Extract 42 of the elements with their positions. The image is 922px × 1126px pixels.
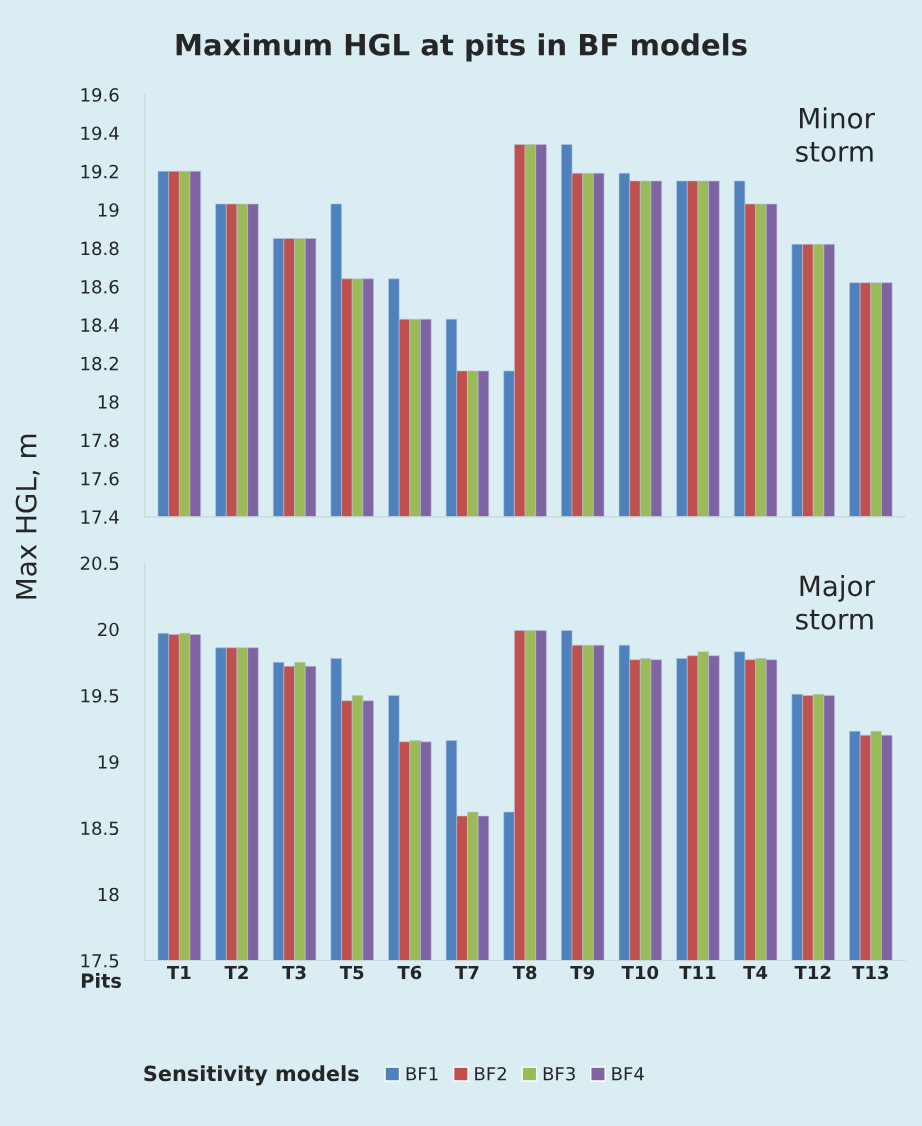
x-tick-label: T1 [166, 965, 191, 980]
x-tick-label: T3 [282, 965, 306, 980]
y-tick-label: 20 [98, 622, 119, 637]
y-tick-label: 18.5 [81, 821, 119, 836]
y-tick-label: 17.5 [81, 954, 119, 968]
y-tick-label: 19 [98, 203, 119, 217]
x-axis-title: Pits [81, 972, 122, 988]
y-tick-label: 18.8 [81, 241, 119, 256]
x-tick-label: T12 [794, 965, 831, 980]
legend-label: BF3 [543, 1066, 575, 1081]
x-tick-label: T5 [339, 965, 364, 980]
legend-label: BF2 [475, 1066, 506, 1081]
y-tick-label: 17.6 [81, 471, 119, 486]
x-tick-label: T11 [679, 965, 716, 980]
y-tick-label: 17.4 [81, 510, 119, 524]
y-tick-label: 18.2 [81, 356, 118, 371]
x-tick-label: T7 [455, 965, 479, 980]
legend-title: Sensitivity models [144, 1065, 359, 1086]
legend-label: BF4 [612, 1067, 644, 1081]
y-tick-label: 19.2 [81, 164, 118, 179]
x-tick-label: T2 [224, 965, 248, 980]
annotation: Major storm [796, 574, 875, 630]
x-tick-label: T8 [512, 965, 537, 980]
legend-label: BF1 [406, 1067, 438, 1081]
y-axis-title: Max HGL, m [15, 434, 40, 599]
y-tick-label: 18 [98, 887, 119, 902]
x-tick-label: T10 [621, 965, 659, 980]
y-tick-label: 18.6 [81, 279, 119, 294]
x-tick-label: T13 [852, 965, 889, 980]
annotation: Minor storm [796, 107, 875, 162]
y-tick-label: 19 [98, 755, 119, 769]
x-tick-label: T6 [397, 965, 422, 980]
y-tick-label: 20.5 [80, 556, 119, 571]
y-tick-label: 18 [98, 395, 119, 409]
y-tick-label: 17.8 [81, 433, 119, 448]
x-tick-label: T9 [570, 965, 594, 980]
x-tick-label: T4 [743, 965, 768, 980]
y-tick-label: 18.4 [81, 318, 119, 333]
y-tick-label: 19.4 [81, 126, 119, 141]
y-tick-label: 19.6 [81, 88, 119, 102]
chart-title: Maximum HGL at pits in BF models [176, 33, 747, 62]
y-tick-label: 19.5 [81, 688, 119, 703]
